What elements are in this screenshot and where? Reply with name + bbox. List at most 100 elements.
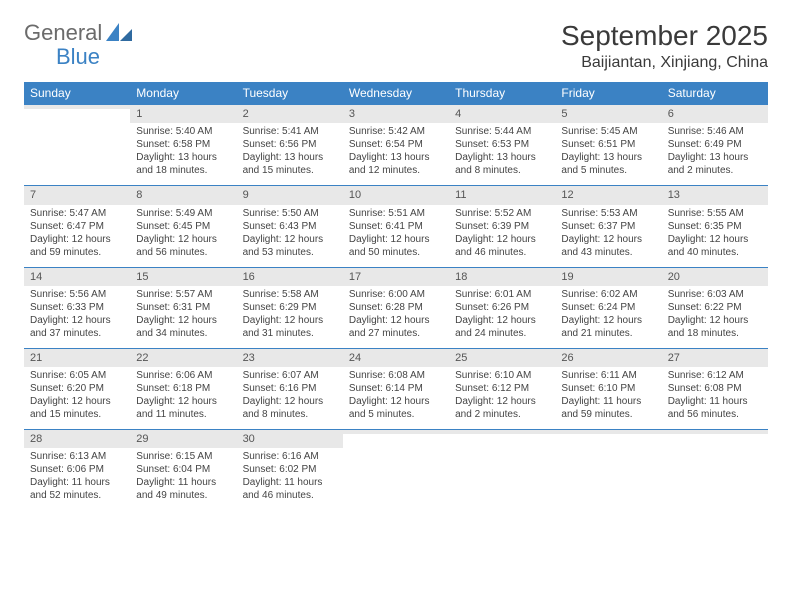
day-number: 14 [24, 268, 130, 286]
sunrise-text: Sunrise: 6:01 AM [455, 288, 549, 301]
daylight-text: Daylight: 12 hours and 40 minutes. [668, 233, 762, 259]
day-number: 10 [343, 186, 449, 204]
calendar-day-cell: 8Sunrise: 5:49 AMSunset: 6:45 PMDaylight… [130, 186, 236, 267]
sunrise-text: Sunrise: 5:45 AM [561, 125, 655, 138]
day-body: Sunrise: 5:58 AMSunset: 6:29 PMDaylight:… [237, 286, 343, 348]
sunrise-text: Sunrise: 6:15 AM [136, 450, 230, 463]
sunrise-text: Sunrise: 6:16 AM [243, 450, 337, 463]
day-body [24, 109, 130, 167]
title-block: September 2025 Baijiantan, Xinjiang, Chi… [561, 20, 768, 72]
daylight-text: Daylight: 13 hours and 12 minutes. [349, 151, 443, 177]
sunset-text: Sunset: 6:02 PM [243, 463, 337, 476]
sunrise-text: Sunrise: 5:40 AM [136, 125, 230, 138]
sunrise-text: Sunrise: 5:58 AM [243, 288, 337, 301]
day-number: 1 [130, 105, 236, 123]
sunrise-text: Sunrise: 6:06 AM [136, 369, 230, 382]
calendar-day-cell: 1Sunrise: 5:40 AMSunset: 6:58 PMDaylight… [130, 105, 236, 186]
daylight-text: Daylight: 12 hours and 5 minutes. [349, 395, 443, 421]
sunrise-text: Sunrise: 5:42 AM [349, 125, 443, 138]
sunset-text: Sunset: 6:47 PM [30, 220, 124, 233]
day-number: 9 [237, 186, 343, 204]
day-body: Sunrise: 6:15 AMSunset: 6:04 PMDaylight:… [130, 448, 236, 510]
day-number: 26 [555, 349, 661, 367]
day-number: 23 [237, 349, 343, 367]
sunset-text: Sunset: 6:35 PM [668, 220, 762, 233]
sunset-text: Sunset: 6:29 PM [243, 301, 337, 314]
calendar-day-cell: 10Sunrise: 5:51 AMSunset: 6:41 PMDayligh… [343, 186, 449, 267]
sunrise-text: Sunrise: 5:46 AM [668, 125, 762, 138]
calendar-table: Sunday Monday Tuesday Wednesday Thursday… [24, 82, 768, 510]
daylight-text: Daylight: 11 hours and 59 minutes. [561, 395, 655, 421]
sunset-text: Sunset: 6:10 PM [561, 382, 655, 395]
sunrise-text: Sunrise: 6:13 AM [30, 450, 124, 463]
calendar-week-row: 28Sunrise: 6:13 AMSunset: 6:06 PMDayligh… [24, 430, 768, 511]
calendar-day-cell [24, 105, 130, 186]
day-number: 15 [130, 268, 236, 286]
calendar-day-cell: 18Sunrise: 6:01 AMSunset: 6:26 PMDayligh… [449, 267, 555, 348]
sunset-text: Sunset: 6:16 PM [243, 382, 337, 395]
day-body: Sunrise: 6:12 AMSunset: 6:08 PMDaylight:… [662, 367, 768, 429]
weekday-header-row: Sunday Monday Tuesday Wednesday Thursday… [24, 82, 768, 105]
calendar-day-cell: 11Sunrise: 5:52 AMSunset: 6:39 PMDayligh… [449, 186, 555, 267]
calendar-day-cell: 25Sunrise: 6:10 AMSunset: 6:12 PMDayligh… [449, 348, 555, 429]
logo-text-2: Blue [56, 44, 100, 70]
daylight-text: Daylight: 12 hours and 8 minutes. [243, 395, 337, 421]
logo-text-1: General [24, 20, 102, 46]
weekday-header: Saturday [662, 82, 768, 105]
day-body: Sunrise: 6:00 AMSunset: 6:28 PMDaylight:… [343, 286, 449, 348]
sunset-text: Sunset: 6:51 PM [561, 138, 655, 151]
sunrise-text: Sunrise: 5:57 AM [136, 288, 230, 301]
calendar-day-cell: 4Sunrise: 5:44 AMSunset: 6:53 PMDaylight… [449, 105, 555, 186]
daylight-text: Daylight: 13 hours and 2 minutes. [668, 151, 762, 177]
calendar-day-cell: 12Sunrise: 5:53 AMSunset: 6:37 PMDayligh… [555, 186, 661, 267]
weekday-header: Monday [130, 82, 236, 105]
day-number: 2 [237, 105, 343, 123]
weekday-header: Sunday [24, 82, 130, 105]
calendar-day-cell [343, 430, 449, 511]
sunset-text: Sunset: 6:14 PM [349, 382, 443, 395]
sunset-text: Sunset: 6:37 PM [561, 220, 655, 233]
calendar-day-cell: 7Sunrise: 5:47 AMSunset: 6:47 PMDaylight… [24, 186, 130, 267]
calendar-day-cell: 17Sunrise: 6:00 AMSunset: 6:28 PMDayligh… [343, 267, 449, 348]
sunset-text: Sunset: 6:49 PM [668, 138, 762, 151]
daylight-text: Daylight: 12 hours and 46 minutes. [455, 233, 549, 259]
daylight-text: Daylight: 11 hours and 46 minutes. [243, 476, 337, 502]
day-body: Sunrise: 6:16 AMSunset: 6:02 PMDaylight:… [237, 448, 343, 510]
calendar-week-row: 21Sunrise: 6:05 AMSunset: 6:20 PMDayligh… [24, 348, 768, 429]
day-body: Sunrise: 5:55 AMSunset: 6:35 PMDaylight:… [662, 205, 768, 267]
month-title: September 2025 [561, 20, 768, 52]
sunset-text: Sunset: 6:43 PM [243, 220, 337, 233]
sunrise-text: Sunrise: 6:07 AM [243, 369, 337, 382]
sunset-text: Sunset: 6:39 PM [455, 220, 549, 233]
daylight-text: Daylight: 12 hours and 27 minutes. [349, 314, 443, 340]
day-body: Sunrise: 5:56 AMSunset: 6:33 PMDaylight:… [24, 286, 130, 348]
sunrise-text: Sunrise: 6:00 AM [349, 288, 443, 301]
day-body: Sunrise: 5:41 AMSunset: 6:56 PMDaylight:… [237, 123, 343, 185]
calendar-day-cell: 28Sunrise: 6:13 AMSunset: 6:06 PMDayligh… [24, 430, 130, 511]
day-number: 25 [449, 349, 555, 367]
day-body: Sunrise: 6:11 AMSunset: 6:10 PMDaylight:… [555, 367, 661, 429]
calendar-day-cell: 24Sunrise: 6:08 AMSunset: 6:14 PMDayligh… [343, 348, 449, 429]
calendar-day-cell [662, 430, 768, 511]
calendar-day-cell: 21Sunrise: 6:05 AMSunset: 6:20 PMDayligh… [24, 348, 130, 429]
day-body: Sunrise: 6:10 AMSunset: 6:12 PMDaylight:… [449, 367, 555, 429]
daylight-text: Daylight: 12 hours and 21 minutes. [561, 314, 655, 340]
day-number: 30 [237, 430, 343, 448]
day-number: 6 [662, 105, 768, 123]
sunset-text: Sunset: 6:33 PM [30, 301, 124, 314]
day-body: Sunrise: 5:47 AMSunset: 6:47 PMDaylight:… [24, 205, 130, 267]
sunrise-text: Sunrise: 6:08 AM [349, 369, 443, 382]
day-number: 7 [24, 186, 130, 204]
day-body: Sunrise: 5:50 AMSunset: 6:43 PMDaylight:… [237, 205, 343, 267]
daylight-text: Daylight: 12 hours and 53 minutes. [243, 233, 337, 259]
daylight-text: Daylight: 12 hours and 37 minutes. [30, 314, 124, 340]
day-body: Sunrise: 6:13 AMSunset: 6:06 PMDaylight:… [24, 448, 130, 510]
day-number: 3 [343, 105, 449, 123]
day-body: Sunrise: 6:08 AMSunset: 6:14 PMDaylight:… [343, 367, 449, 429]
logo: General Blue [24, 20, 132, 46]
sunrise-text: Sunrise: 6:02 AM [561, 288, 655, 301]
daylight-text: Daylight: 13 hours and 15 minutes. [243, 151, 337, 177]
sunset-text: Sunset: 6:31 PM [136, 301, 230, 314]
sunset-text: Sunset: 6:53 PM [455, 138, 549, 151]
sunset-text: Sunset: 6:45 PM [136, 220, 230, 233]
